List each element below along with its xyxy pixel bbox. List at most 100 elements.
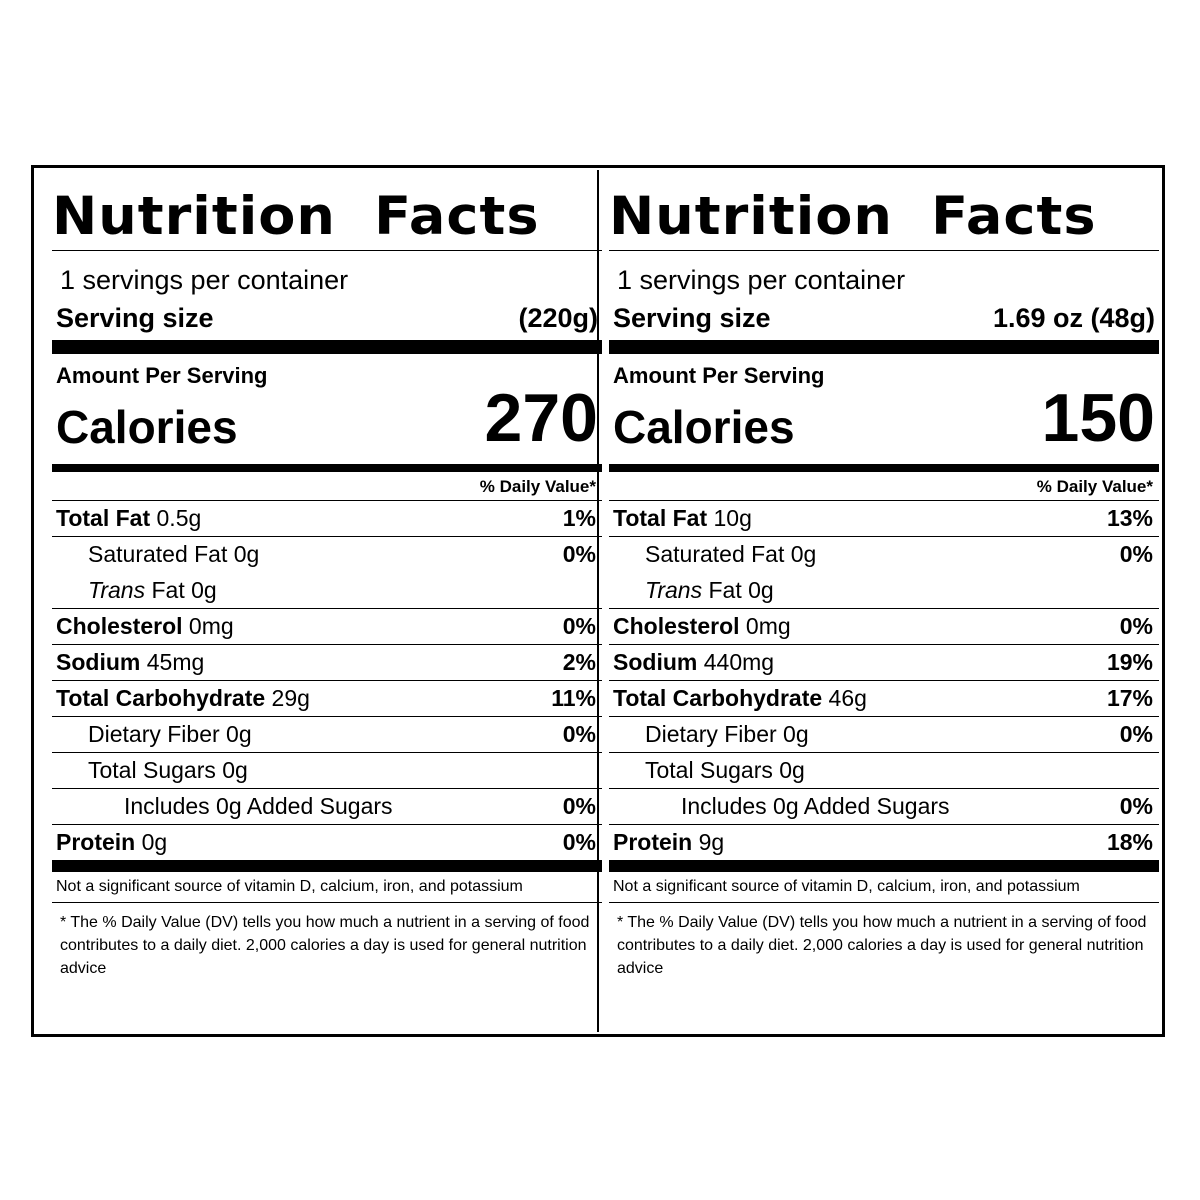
nutrient-row: Total Carbohydrate 29g 11% (52, 680, 602, 716)
nutrient-name: Total Fat (613, 505, 708, 531)
nutrient-name: Dietary Fiber (645, 721, 777, 747)
serving-size-label: Serving size (56, 303, 214, 333)
nutrient-pct: 2% (562, 649, 596, 675)
thick-rule (52, 860, 602, 872)
amount-per-serving: Amount Per Serving (613, 363, 825, 388)
nutrient-pct: 13% (1106, 505, 1153, 531)
nutrient-name: Includes 0g Added Sugars (681, 793, 950, 819)
nutrient-name: Total Carbohydrate (56, 685, 266, 711)
serving-size-value: (220g) (518, 303, 598, 333)
servings-per-container: 1 servings per container (60, 265, 349, 295)
nutrient-amount: 0.5g (156, 505, 202, 531)
thick-rule (609, 340, 1159, 354)
nutrient-name: Saturated Fat (645, 541, 785, 567)
nutrient-row: Cholesterol 0mg 0% (52, 608, 602, 644)
amount-per-serving: Amount Per Serving (56, 363, 268, 388)
nutrient-amount: 0g (790, 541, 817, 567)
nutrient-row: Total Sugars 0g (609, 752, 1159, 788)
nutrient-row: Protein 9g 18% (609, 824, 1159, 860)
serving-size-row: Serving size (220g) (52, 296, 602, 340)
nutrient-amount: 0g (222, 757, 248, 783)
title-rule (52, 250, 602, 251)
nutrient-amount: 46g (828, 685, 867, 711)
nutrient-amount: Fat 0g (151, 576, 217, 603)
daily-value-footnote: * The % Daily Value (DV) tells you how m… (617, 914, 1147, 977)
nutrient-amount: 440mg (703, 649, 775, 675)
nutrient-name: Cholesterol (56, 613, 183, 639)
nutrient-amount: 0g (141, 829, 168, 855)
thick-rule (52, 340, 602, 354)
nutrient-pct: 11% (551, 685, 596, 711)
nutrient-amount: Fat 0g (708, 576, 774, 603)
nutrient-name: Trans (88, 576, 146, 603)
nutrient-name: Protein (56, 829, 136, 855)
nutrient-row: Dietary Fiber 0g 0% (609, 716, 1159, 752)
nutrient-name: Protein (613, 829, 693, 855)
nutrient-pct: 0% (1119, 721, 1153, 747)
nutrient-amount: 0mg (188, 613, 234, 639)
nutrient-row: Saturated Fat 0g 0% (52, 536, 602, 572)
nutrient-pct: 0% (562, 829, 596, 855)
title-rule (609, 250, 1159, 251)
nutrient-row: Cholesterol 0mg 0% (609, 608, 1159, 644)
servings-per-container: 1 servings per container (617, 265, 906, 295)
serving-size-row: Serving size 1.69 oz (48g) (609, 296, 1159, 340)
nutrition-label-right: Nutrition Facts 1 servings per container… (609, 168, 1159, 1028)
nutrient-amount: 0g (779, 757, 805, 783)
nutrient-row: Includes 0g Added Sugars 0% (609, 788, 1159, 824)
nutrient-row: Saturated Fat 0g 0% (609, 536, 1159, 572)
nutrient-pct: 18% (1106, 829, 1153, 855)
nutrient-amount: 10g (713, 505, 752, 531)
label-title: Nutrition Facts (609, 186, 1097, 247)
nutrient-amount: 45mg (146, 649, 205, 675)
calories-label: Calories (613, 401, 795, 453)
medium-rule (52, 464, 602, 472)
nutrient-pct: 17% (1106, 685, 1153, 711)
nutrient-name: Includes 0g Added Sugars (124, 793, 393, 819)
nutrient-amount: 9g (698, 829, 725, 855)
nutrient-pct: 0% (562, 613, 596, 639)
calories-row: Calories 150 (609, 384, 1159, 453)
nutrient-row: Sodium 440mg 19% (609, 644, 1159, 680)
nutrient-row: Sodium 45mg 2% (52, 644, 602, 680)
nutrient-pct: 0% (562, 721, 596, 747)
nutrient-pct: 0% (562, 541, 596, 567)
nutrient-pct: 1% (562, 505, 596, 531)
nutrient-row: Trans Fat 0g (52, 572, 602, 608)
nutrient-name: Total Sugars (645, 757, 773, 783)
nutrient-row: Total Fat 0.5g 1% (52, 500, 602, 536)
calories-label: Calories (56, 401, 238, 453)
nutrient-name: Total Fat (56, 505, 151, 531)
nutrient-row: Dietary Fiber 0g 0% (52, 716, 602, 752)
nutrient-amount: 0mg (745, 613, 791, 639)
nutrient-name: Total Carbohydrate (613, 685, 823, 711)
nutrient-amount: 0g (233, 541, 260, 567)
daily-value-footnote: * The % Daily Value (DV) tells you how m… (60, 914, 590, 977)
nutrient-pct: 0% (562, 793, 596, 819)
nutrient-name: Saturated Fat (88, 541, 228, 567)
nutrient-name: Sodium (56, 649, 141, 675)
nutrition-label-left: Nutrition Facts 1 servings per container… (52, 168, 602, 1028)
nutrient-row: Total Carbohydrate 46g 17% (609, 680, 1159, 716)
nutrient-name: Dietary Fiber (88, 721, 220, 747)
nutrient-name: Sodium (613, 649, 698, 675)
calories-value: 270 (484, 380, 598, 456)
label-title: Nutrition Facts (52, 186, 540, 247)
calories-row: Calories 270 (52, 384, 602, 453)
daily-value-header: % Daily Value* (479, 477, 596, 496)
serving-size-value: 1.69 oz (48g) (992, 303, 1155, 333)
not-significant-note: Not a significant source of vitamin D, c… (52, 872, 602, 903)
nutrient-row: Protein 0g 0% (52, 824, 602, 860)
nutrient-row: Includes 0g Added Sugars 0% (52, 788, 602, 824)
nutrient-pct: 19% (1106, 649, 1153, 675)
nutrient-name: Trans (645, 576, 703, 603)
nutrient-name: Cholesterol (613, 613, 740, 639)
serving-size-label: Serving size (613, 303, 771, 333)
nutrient-name: Total Sugars (88, 757, 216, 783)
nutrient-amount: 0g (783, 721, 809, 747)
thick-rule (609, 860, 1159, 872)
panel-divider (597, 170, 599, 1032)
nutrient-row: Total Sugars 0g (52, 752, 602, 788)
calories-value: 150 (1041, 380, 1155, 456)
nutrient-pct: 0% (1119, 613, 1153, 639)
